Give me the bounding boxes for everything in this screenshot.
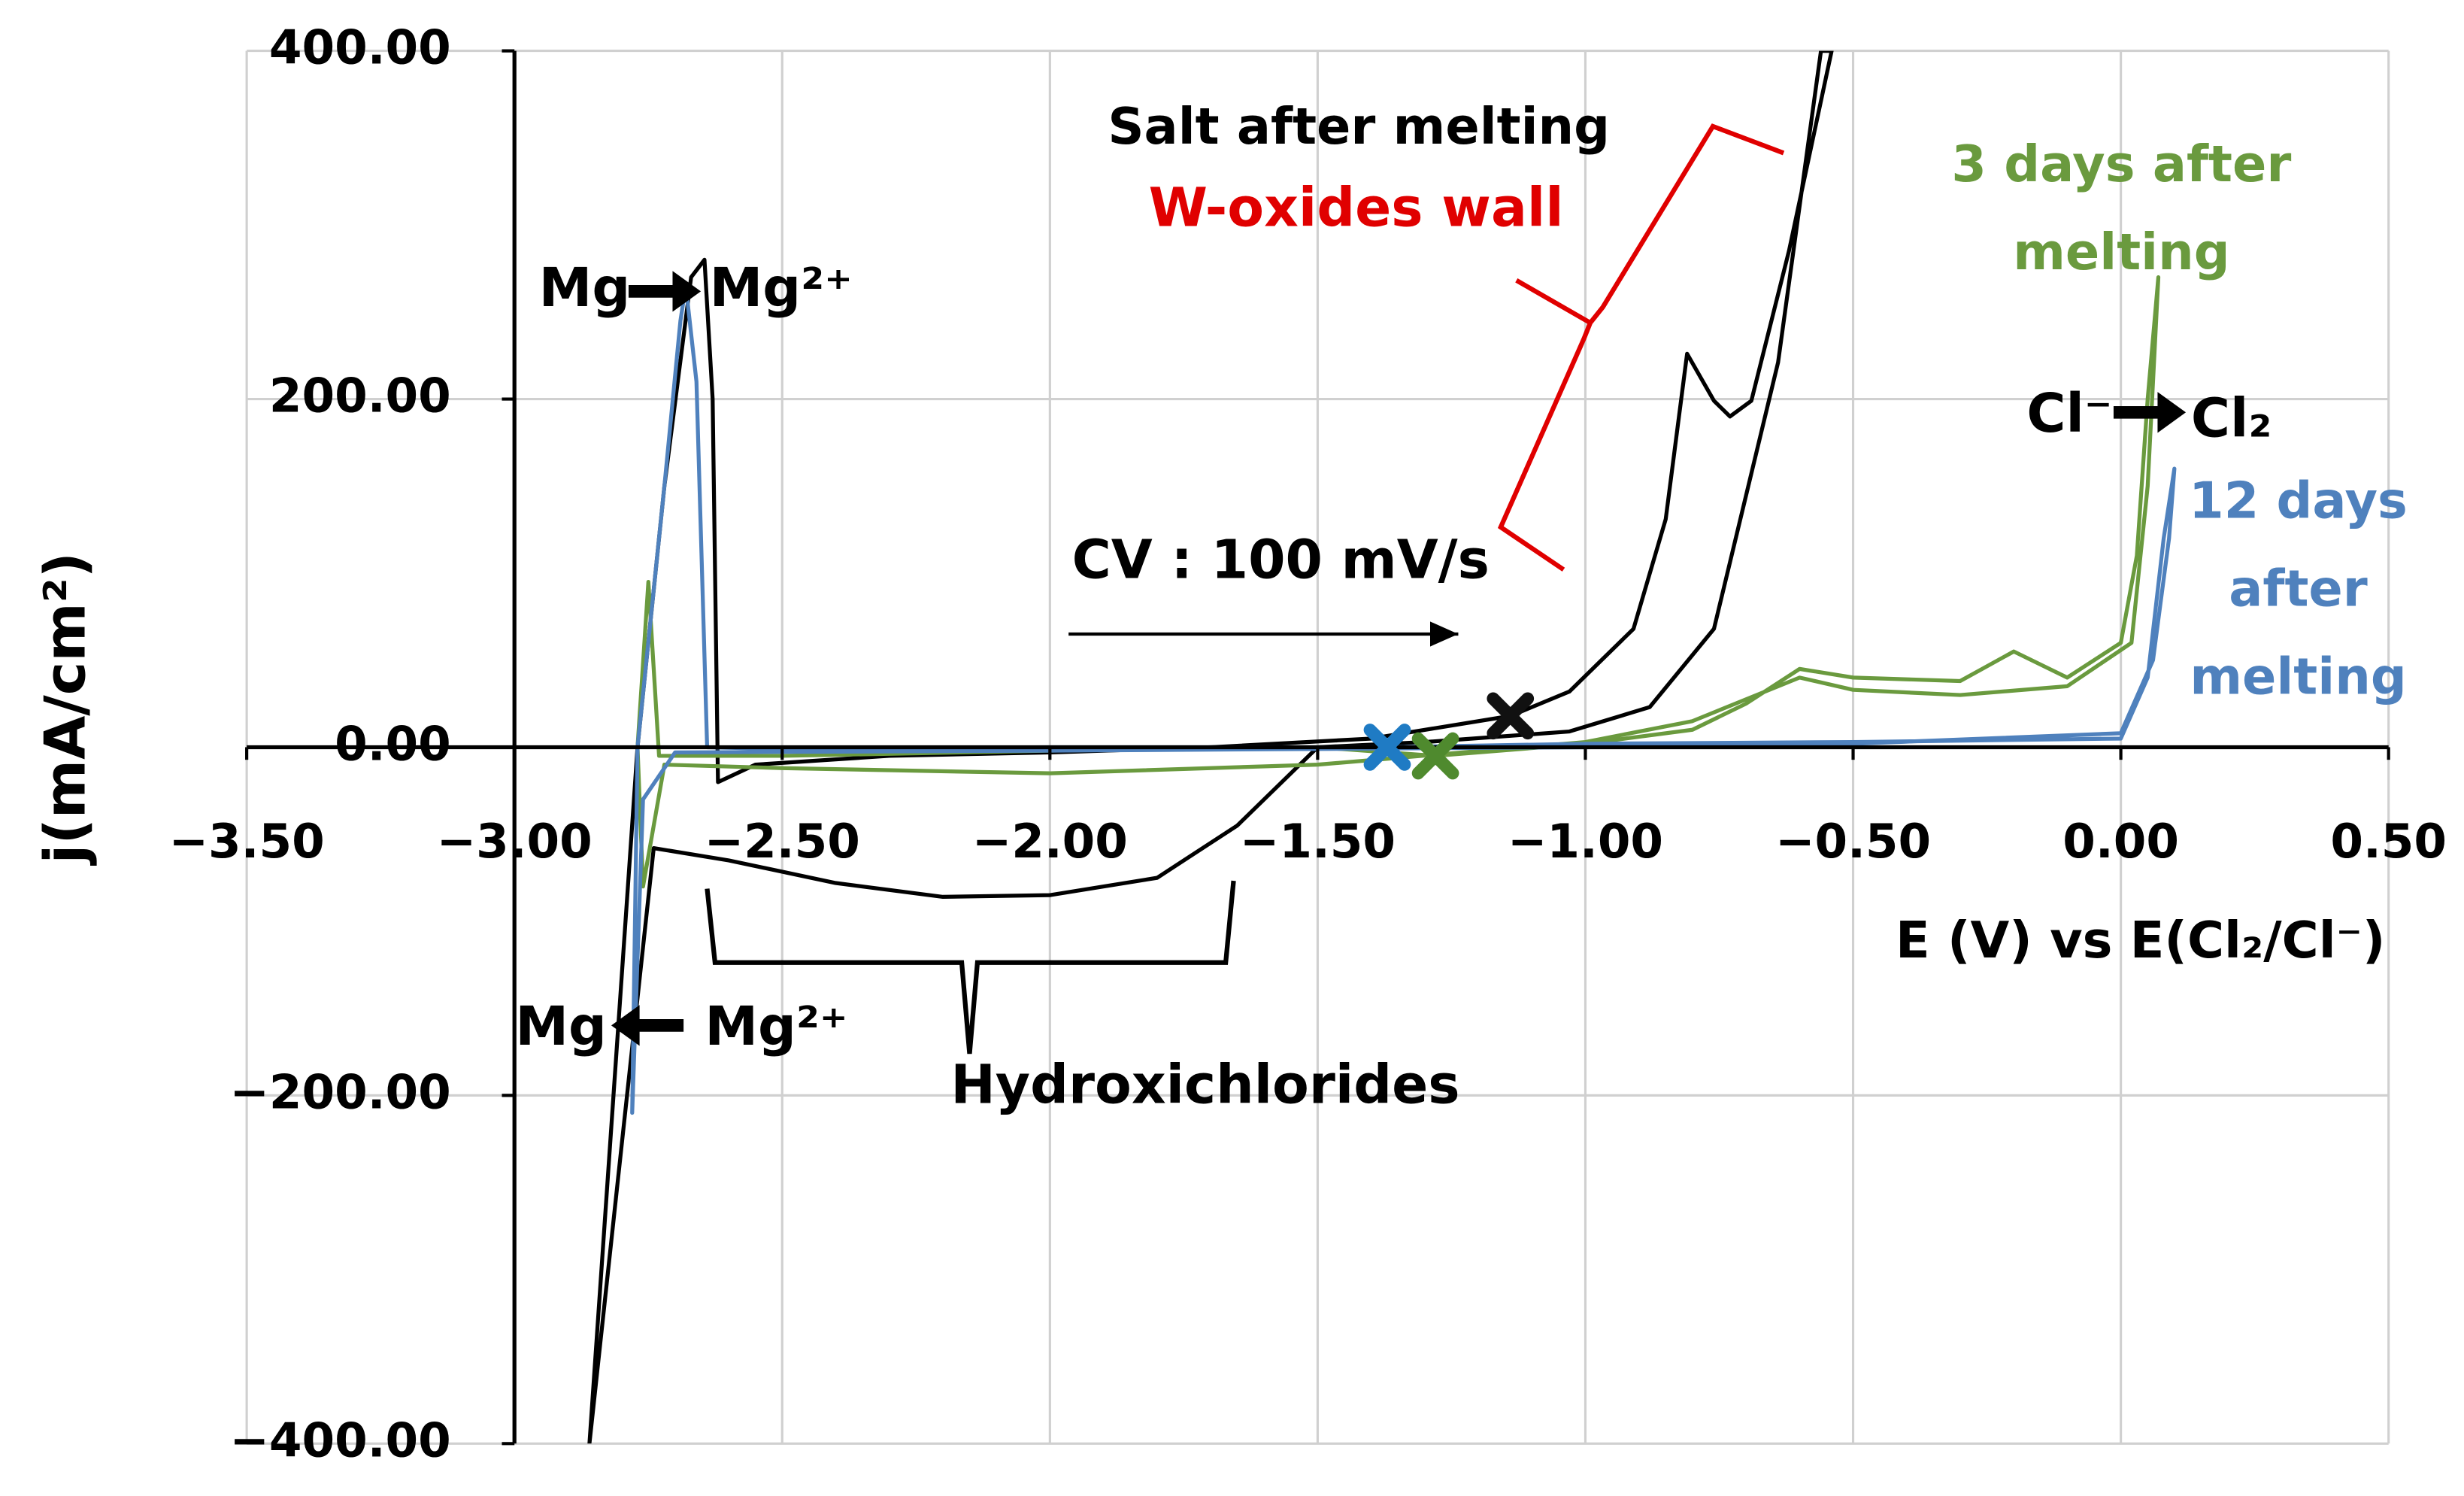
annotation: Mg — [539, 256, 631, 319]
series-label: 3 days after melting — [1951, 134, 2292, 282]
series-label: 12 days after melting — [2189, 470, 2408, 707]
x-tick-label: −0.50 — [1775, 814, 1931, 869]
series-line — [635, 275, 2161, 889]
cross-marker — [1487, 692, 1535, 740]
x-axis-label: E (V) vs E(Cl₂/Cl⁻) — [1896, 911, 2386, 970]
series-label-box: 12 days after melting — [2189, 470, 2408, 707]
annotation: W-oxides wall — [1149, 176, 1564, 238]
annotation: CV : 100 mV/s — [1072, 528, 1490, 590]
x-tick-label: −3.50 — [169, 814, 325, 869]
annotation: Cl₂ — [2191, 387, 2272, 449]
annotation: Mg²⁺ — [705, 995, 847, 1058]
series-line — [587, 50, 1834, 1444]
y-tick-label: 0.00 — [335, 717, 451, 772]
series-label-box: Salt after melting — [1108, 96, 1611, 156]
x-tick-label: −2.00 — [972, 814, 1128, 869]
y-axis-label: j(mA/cm²) — [32, 552, 98, 866]
x-tick-label: 0.00 — [2062, 814, 2179, 869]
y-tick-label: −400.00 — [229, 1413, 450, 1467]
annotation: Hydroxichlorides — [950, 1053, 1459, 1115]
annotation: Mg²⁺ — [710, 256, 853, 319]
x-tick-label: −1.00 — [1508, 814, 1663, 869]
cross-marker — [1363, 724, 1411, 771]
bracket — [1497, 123, 1785, 572]
series-label: Salt after melting — [1108, 96, 1611, 156]
y-tick-label: 400.00 — [269, 20, 451, 75]
y-tick-label: −200.00 — [229, 1064, 450, 1119]
arrow — [2113, 392, 2187, 433]
y-tick-label: 200.00 — [269, 369, 451, 423]
x-tick-label: 0.50 — [2330, 814, 2447, 869]
annotation: Mg — [515, 995, 607, 1058]
x-tick-label: −2.50 — [705, 814, 860, 869]
x-tick-label: −1.50 — [1240, 814, 1396, 869]
brace — [705, 880, 1236, 1054]
arrow — [628, 271, 702, 312]
arrow — [611, 1005, 684, 1046]
annotation: Cl⁻ — [2026, 382, 2112, 445]
cross-marker — [1411, 732, 1459, 780]
series-label-box: 3 days after melting — [1951, 134, 2292, 282]
